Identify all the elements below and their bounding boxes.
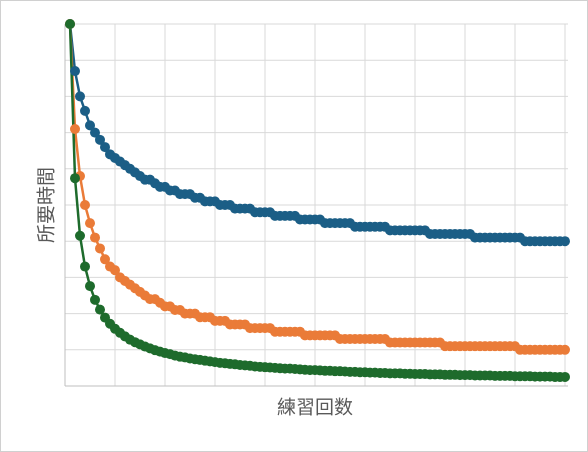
data-point: [70, 173, 80, 184]
data-point: [100, 142, 110, 153]
data-point: [90, 127, 100, 138]
data-point: [75, 230, 85, 241]
data-point: [95, 304, 105, 315]
data-point: [100, 254, 110, 265]
y-axis-label: 所要時間: [36, 167, 58, 243]
x-axis-label: 練習回数: [277, 397, 353, 419]
data-point: [80, 200, 90, 210]
data-point: [90, 232, 100, 243]
data-point: [85, 120, 95, 131]
data-point: [560, 344, 570, 355]
plot-series: [65, 19, 570, 382]
data-point: [95, 134, 105, 145]
data-point: [95, 243, 105, 254]
data-point: [560, 236, 570, 247]
data-point: [70, 66, 80, 77]
data-point: [90, 294, 100, 305]
data-point: [85, 281, 95, 292]
data-point: [80, 261, 90, 272]
data-point: [65, 19, 75, 29]
grid: [64, 23, 568, 387]
data-point: [85, 218, 95, 229]
data-point: [80, 105, 90, 116]
data-point: [110, 265, 120, 276]
data-point: [70, 123, 80, 134]
data-point: [75, 91, 85, 102]
data-point: [560, 371, 570, 382]
